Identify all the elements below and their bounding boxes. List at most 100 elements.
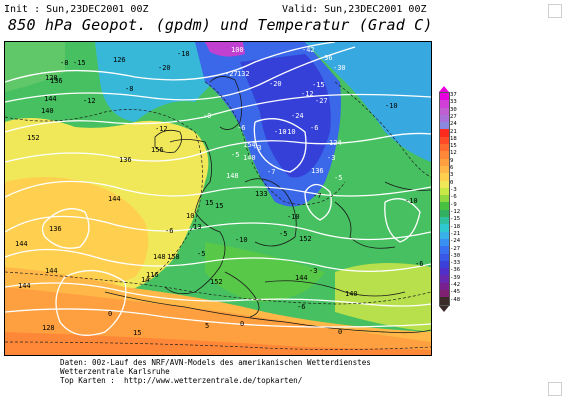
africa-field [5, 332, 431, 355]
scale-swatch [440, 136, 449, 145]
map-value-label: 132 [237, 70, 250, 78]
scale-swatch [440, 260, 449, 269]
map-value-label: 144 [15, 240, 28, 248]
scale-tick-label: 37 [450, 92, 457, 98]
scale-tick-label: -30 [450, 252, 461, 259]
scale-tick-label: -18 [450, 223, 461, 230]
scale-swatch [440, 107, 449, 115]
map-value-label: -5 [279, 230, 288, 238]
scale-swatch [440, 209, 449, 218]
map-canvas [5, 42, 431, 355]
scale-tick-label: -33 [450, 260, 461, 267]
map-value-label: 154 [243, 141, 256, 149]
footer-publisher: Wetterzentrale Karlsruhe [60, 367, 170, 376]
map-value-label: 144 [295, 274, 308, 282]
scale-tick-label: -12 [450, 208, 461, 215]
scale-tick-label: -27 [450, 245, 461, 252]
map-value-label: 133 [255, 190, 268, 198]
map-value-label: 152 [27, 134, 40, 142]
map-value-label: -6 [310, 124, 319, 132]
scale-tick-label: -6 [450, 194, 457, 201]
map-value-label: -10 [283, 128, 296, 136]
map-value-label: -24 [291, 112, 304, 120]
map-value-label: 148 [226, 172, 239, 180]
map-value-label: -3 [253, 144, 262, 152]
map-value-label: 0 [338, 328, 343, 336]
isotherms [5, 81, 431, 350]
scale-swatch [440, 129, 449, 137]
map-value-label: -10 [274, 128, 287, 136]
map-value-label: -5 [334, 174, 343, 182]
map-value-label: 126 [113, 56, 126, 64]
scale-swatch [440, 238, 449, 247]
map-value-label: 136 [49, 225, 62, 233]
map-value-label: 144 [45, 267, 58, 275]
scale-swatch [440, 114, 449, 123]
map-value-label: 10 [186, 212, 195, 220]
scale-tick-label: 15 [450, 143, 457, 150]
scale-swatch [440, 224, 449, 232]
scale-tick-label: -42 [450, 282, 461, 289]
map-value-label: 15 [133, 329, 142, 337]
mediterranean-field [205, 242, 325, 302]
map-value-label: -3 [327, 154, 336, 162]
map-value-label: -12 [155, 125, 168, 133]
map-value-label: -5 [231, 151, 240, 159]
scale-tick-label: -3 [450, 187, 457, 194]
scale-tick-label: 30 [450, 106, 457, 113]
scale-tick-label: 27 [450, 113, 457, 120]
map-value-label: 15 [205, 199, 214, 207]
scale-tick-label: -39 [450, 274, 461, 281]
map-value-label: -10 [385, 102, 398, 110]
map-value-label: -10 [405, 197, 418, 205]
scale-tick-label: -21 [450, 230, 461, 237]
northwest-field [5, 42, 65, 92]
map-value-label: 124 [329, 139, 342, 147]
scale-swatch [440, 180, 449, 188]
polar-core [240, 54, 331, 178]
weather-map: -8 -15 126 -18 100 -42 -36 -30 128 -20 -27 132 -20 -1… [4, 41, 432, 356]
map-value-label: -3 [309, 267, 318, 275]
map-value-label: -8 [125, 85, 134, 93]
map-value-label: 0 [108, 310, 113, 318]
map-value-label: -6 [297, 303, 306, 311]
map-value-label: 144 [108, 195, 121, 203]
scale-tick-label: 21 [450, 128, 457, 135]
scale-tick-label: -36 [450, 267, 461, 274]
scale-tick-label: 33 [450, 99, 457, 106]
map-value-label: -36 [320, 54, 333, 62]
scale-swatch [440, 297, 449, 305]
map-value-label: -6 [165, 227, 174, 235]
map-value-label: 156 [151, 146, 164, 154]
window-control-top[interactable] [548, 4, 562, 18]
map-title: 850 hPa Geopot. (gpdm) und Temperatur (G… [8, 16, 433, 34]
window-control-bottom[interactable] [548, 382, 562, 396]
scale-swatch [440, 231, 449, 239]
scale-tick-label: 0 [450, 179, 454, 186]
map-value-label: -27 [225, 70, 238, 78]
map-value-label: -7 [267, 168, 276, 176]
scale-tick-label: -15 [450, 216, 461, 223]
map-value-label: 0 [240, 320, 245, 328]
map-value-label: -7 [313, 192, 322, 200]
map-value-label: 158 [167, 253, 180, 261]
map-value-label: 144 [44, 95, 57, 103]
scale-swatch [440, 253, 449, 261]
scale-tick-label: -48 [450, 296, 461, 303]
map-value-label: -10 [287, 213, 300, 221]
scale-swatch [440, 173, 449, 181]
scale-swatch [440, 282, 449, 291]
coastlines [104, 76, 431, 334]
map-value-label: 5 [205, 322, 210, 330]
map-value-label: -27 [315, 97, 328, 105]
map-value-label: 140 [41, 107, 54, 115]
map-value-label: -5 [197, 250, 206, 258]
map-value-label: -10 [235, 236, 248, 244]
scale-tick-label: -24 [450, 238, 461, 245]
scale-swatch [440, 217, 449, 225]
map-value-label: 15 [215, 202, 224, 210]
east-mild-field [335, 263, 431, 332]
scale-tick-label: -9 [450, 201, 457, 208]
scale-tick-label: 3 [450, 172, 454, 179]
scale-swatch [440, 268, 449, 276]
